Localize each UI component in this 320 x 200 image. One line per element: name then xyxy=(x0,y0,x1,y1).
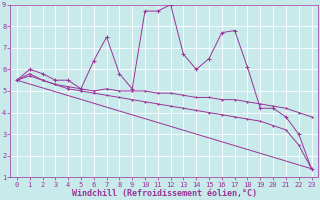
X-axis label: Windchill (Refroidissement éolien,°C): Windchill (Refroidissement éolien,°C) xyxy=(72,189,257,198)
